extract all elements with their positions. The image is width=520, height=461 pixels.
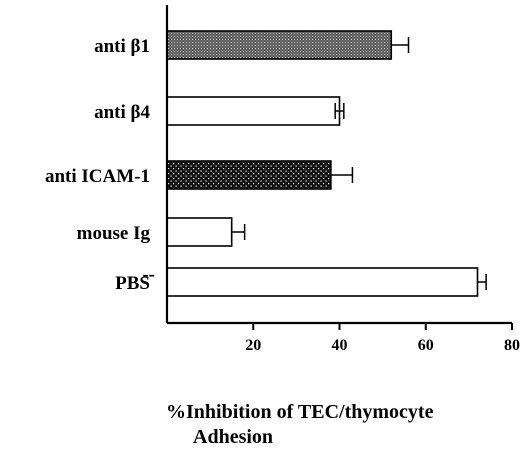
axes [165, 5, 513, 330]
x-tick-label-3: 80 [504, 337, 520, 354]
x-tick-label-1: 40 [332, 337, 348, 354]
category-suffix-4: -- [142, 264, 155, 285]
labels: anti β1 anti β4 anti ICAM-1 mouse Ig PBS-- 20… [45, 36, 520, 448]
x-tick-label-2: 60 [418, 337, 434, 354]
bar-1 [166, 96, 341, 126]
x-axis-title-line1: %Inhibition of TEC/thymocyte [166, 401, 434, 423]
category-label-2: anti ICAM-1 [45, 166, 150, 187]
x-tick-label-0: 20 [245, 337, 261, 354]
bar-2 [166, 160, 332, 190]
category-label-1: anti β4 [94, 102, 150, 123]
bar-3 [166, 217, 233, 247]
bar-4 [166, 267, 479, 297]
bar-0 [166, 30, 393, 60]
category-label-0: anti β1 [94, 36, 150, 57]
x-axis-title-line2: Adhesion [193, 426, 273, 448]
category-label-3: mouse Ig [77, 223, 151, 244]
bars-layer [166, 30, 487, 297]
category-label-4: PBS [115, 273, 150, 294]
